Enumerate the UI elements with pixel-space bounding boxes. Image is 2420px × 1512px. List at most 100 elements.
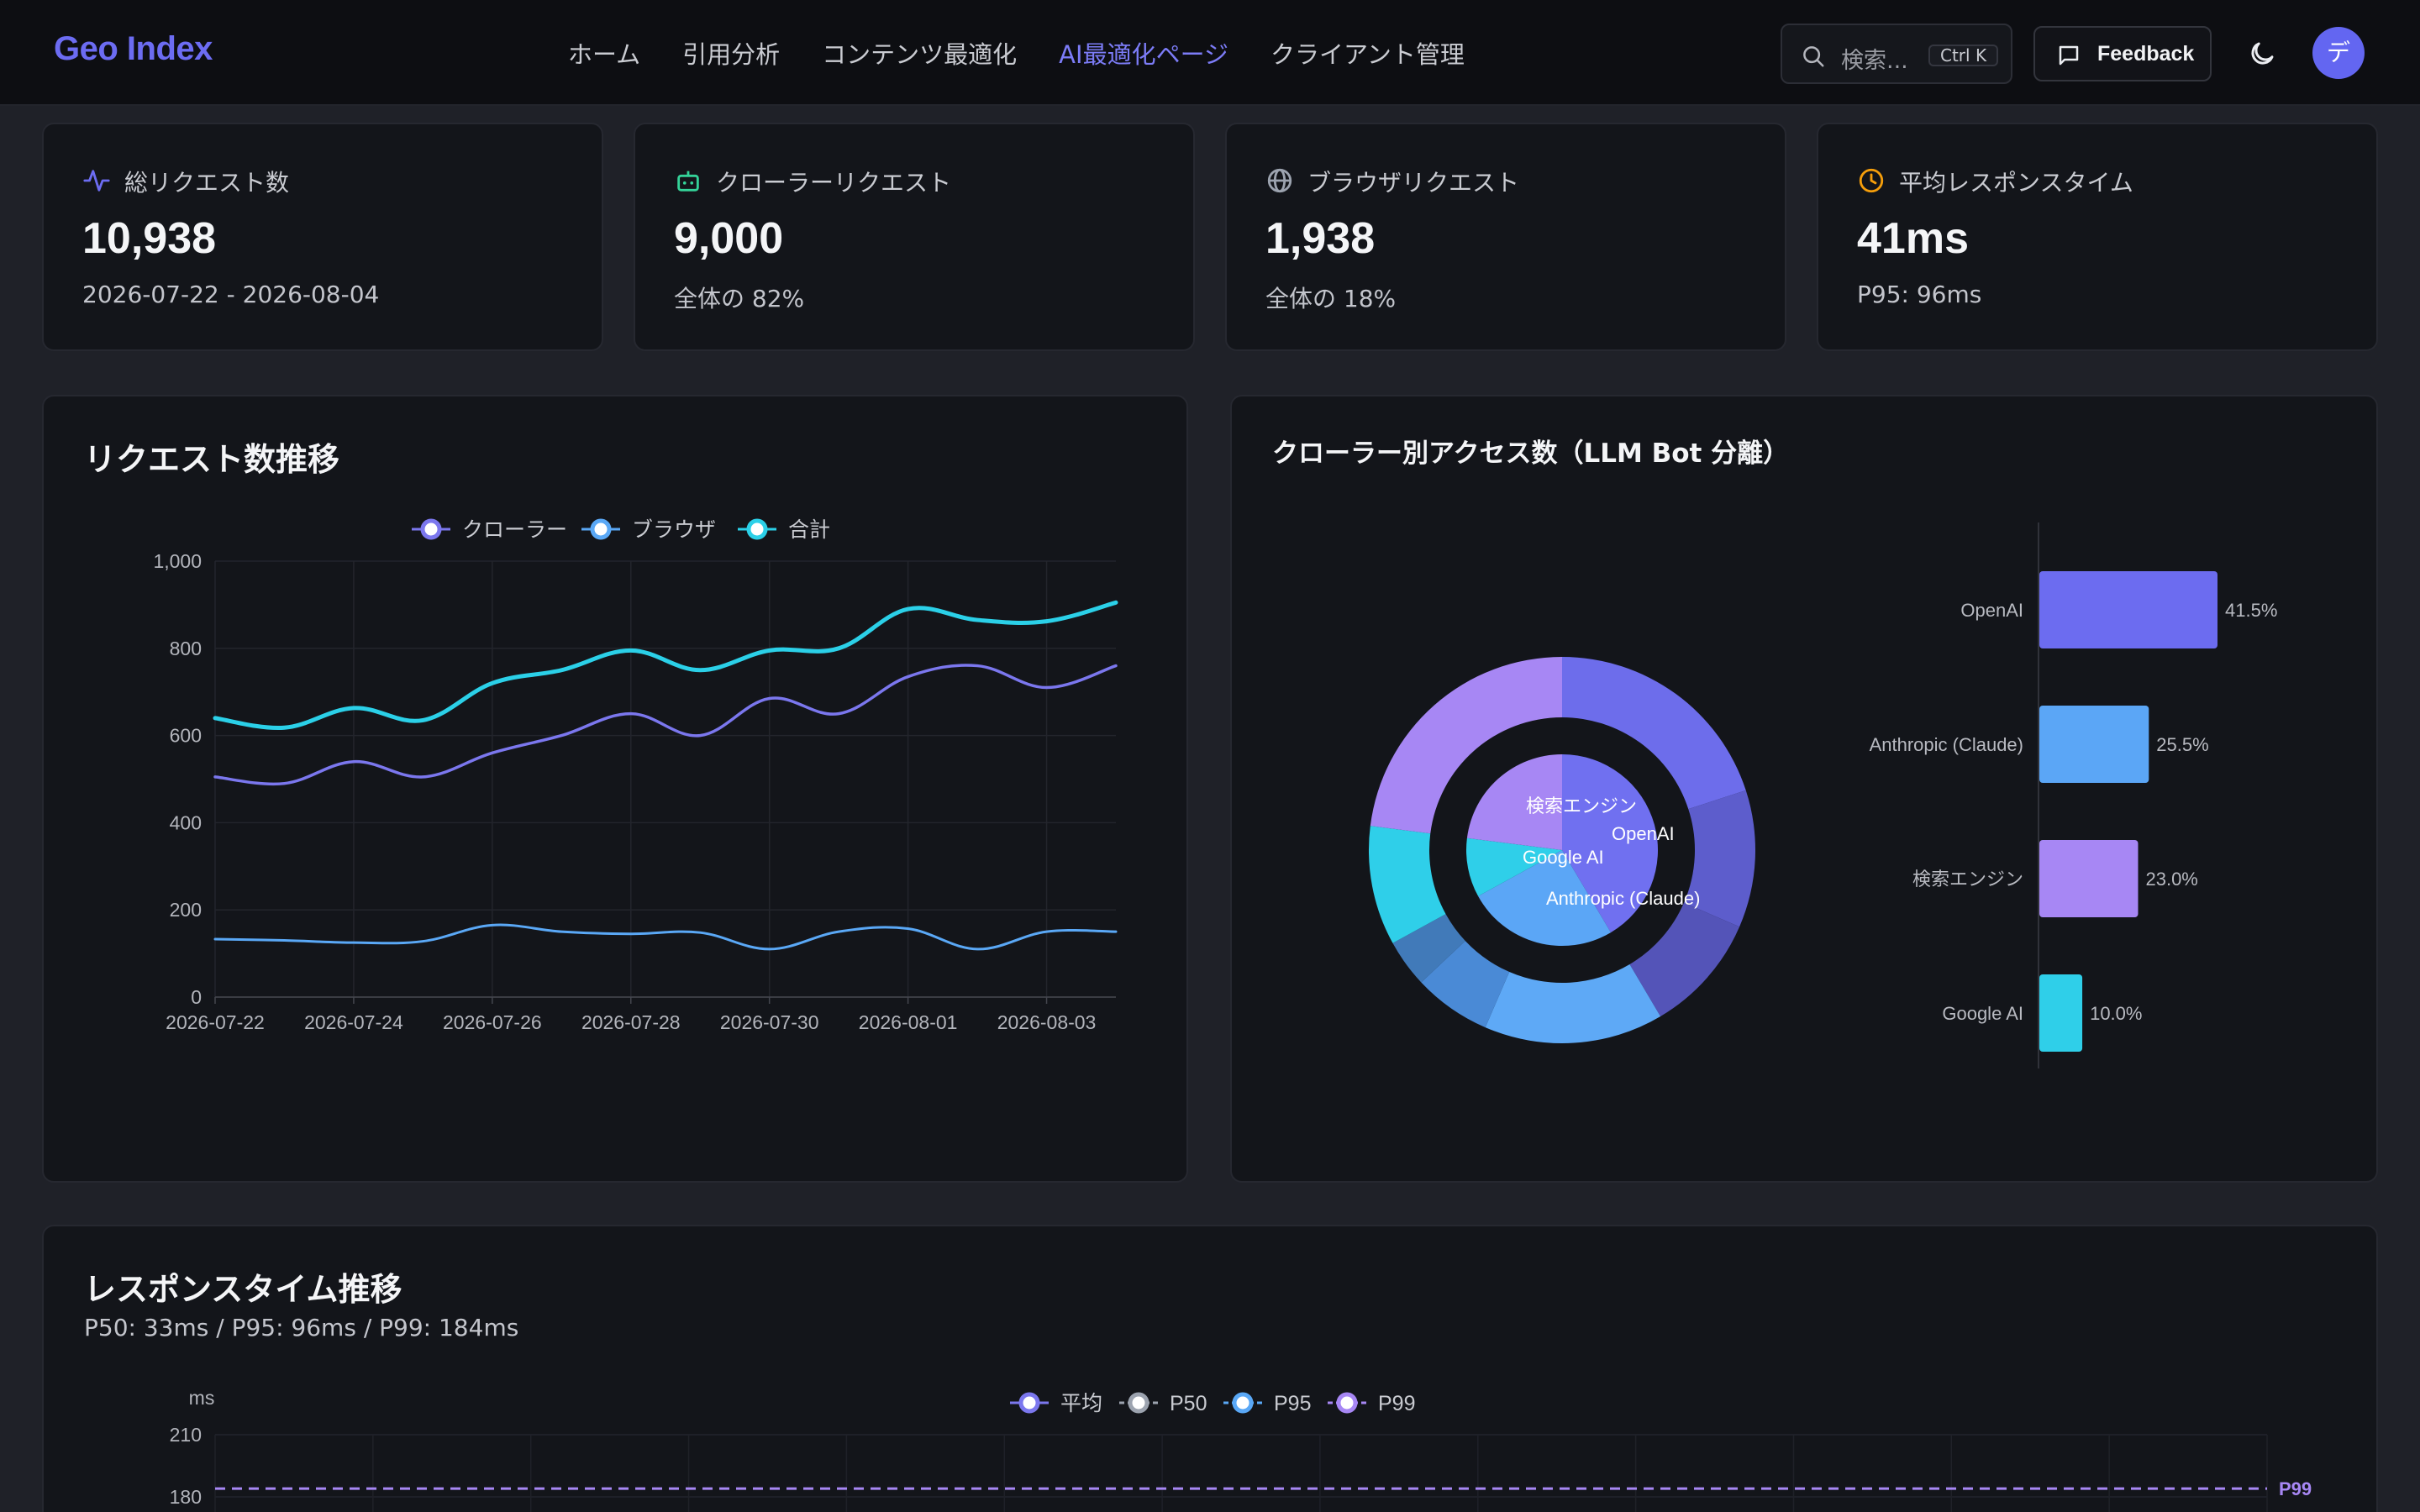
nav-item-ai-pages[interactable]: AI最適化ページ bbox=[1059, 40, 1228, 69]
legend-marker bbox=[1336, 1392, 1358, 1414]
legend-marker bbox=[1128, 1392, 1150, 1414]
bot-icon bbox=[677, 171, 699, 192]
bar-Google AI bbox=[2039, 974, 2083, 1052]
stat-card-browser-requests: ブラウザリクエスト 1,938 全体の 18% bbox=[1225, 123, 1786, 351]
y-tick-label: 200 bbox=[170, 899, 202, 921]
stat-subtext: 全体の 18% bbox=[1265, 285, 1397, 312]
pie-slice-OpenAI bbox=[1562, 754, 1658, 933]
x-tick-label: 2026-07-22 bbox=[166, 1011, 265, 1033]
stat-value: 9,000 bbox=[674, 214, 784, 263]
panel-title: クローラー別アクセス数（LLM Bot 分離） bbox=[1272, 438, 1790, 469]
globe-icon bbox=[1267, 168, 1292, 193]
stat-card-avg-response: 平均レスポンスタイム 41ms P95: 96ms bbox=[1817, 123, 2378, 351]
legend-label: P99 bbox=[1378, 1392, 1415, 1415]
bar-value-label: 41.5% bbox=[2225, 600, 2277, 621]
outer-ring-segment bbox=[1369, 826, 1446, 943]
message-square-icon bbox=[2059, 45, 2079, 66]
outer-ring-segment bbox=[1562, 657, 1746, 810]
x-tick-label: 2026-07-26 bbox=[443, 1011, 542, 1033]
panel-title: リクエスト数推移 bbox=[84, 441, 340, 478]
stat-label: 平均レスポンスタイム bbox=[1899, 169, 2133, 197]
stat-subtext: P95: 96ms bbox=[1857, 281, 1982, 308]
bar-category-label: Anthropic (Claude) bbox=[1870, 734, 2023, 755]
activity-icon bbox=[83, 170, 110, 192]
series-line-クローラー bbox=[213, 664, 1118, 786]
legend-item: P99 bbox=[1328, 1392, 1415, 1415]
bar-value-label: 25.5% bbox=[2156, 734, 2208, 755]
stat-card-total-requests: 総リクエスト数 10,938 2026-07-22 - 2026-08-04 bbox=[42, 123, 603, 351]
series-line-ブラウザ bbox=[213, 923, 1118, 951]
y-tick-label: 600 bbox=[170, 725, 202, 747]
requests-trend-panel: リクエスト数推移 0 200 400 600 800 1,000 2026-07-22 202… bbox=[42, 395, 1188, 1183]
bar-category-label: 検索エンジン bbox=[1912, 869, 2023, 890]
outer-ring-segment bbox=[1629, 902, 1740, 1016]
x-tick-label: 2026-08-01 bbox=[859, 1011, 958, 1033]
legend-item: 平均 bbox=[1010, 1392, 1102, 1415]
legend-item: P95 bbox=[1223, 1392, 1311, 1415]
y-tick-label: 210 bbox=[170, 1424, 202, 1446]
crawler-breakdown-panel: クローラー別アクセス数（LLM Bot 分離） OpenAI Anthropic … bbox=[1230, 395, 2378, 1183]
nav-item-clients[interactable]: クライアント管理 bbox=[1270, 40, 1465, 69]
brand-logo[interactable]: Geo Index bbox=[54, 30, 213, 67]
stat-subtext: 2026-07-22 - 2026-08-04 bbox=[82, 281, 380, 308]
p99-line-label: P99 bbox=[2279, 1478, 2312, 1499]
search-icon bbox=[1803, 46, 1824, 67]
bar-value-label: 10.0% bbox=[2090, 1003, 2142, 1024]
stat-value: 1,938 bbox=[1265, 214, 1376, 263]
moon-icon[interactable] bbox=[2247, 39, 2277, 69]
pie-label: OpenAI bbox=[1612, 823, 1675, 844]
series-line-合計 bbox=[213, 600, 1118, 731]
response-time-chart: ms 180 210 P99 平均 P50 P95 P99 bbox=[170, 1387, 2312, 1512]
outer-ring-segment bbox=[1392, 914, 1465, 983]
nav-item-citation[interactable]: 引用分析 bbox=[682, 40, 781, 69]
legend-label: クローラー bbox=[462, 518, 567, 542]
y-tick-label: 400 bbox=[170, 811, 202, 833]
feedback-button[interactable]: Feedback bbox=[2033, 26, 2212, 81]
legend-item: P50 bbox=[1119, 1392, 1207, 1415]
bar-OpenAI bbox=[2039, 571, 2217, 648]
y-tick-label: 0 bbox=[191, 986, 202, 1008]
response-time-panel: レスポンスタイム推移 P50: 33ms / P95: 96ms / P99: … bbox=[42, 1225, 2378, 1512]
search-box[interactable]: 検索... Ctrl K bbox=[1781, 24, 2012, 84]
legend-item: クローラー bbox=[412, 518, 567, 542]
legend-marker bbox=[1018, 1392, 1040, 1414]
clock-icon bbox=[1859, 168, 1884, 193]
outer-ring-segment bbox=[1485, 963, 1661, 1043]
y-tick-label: 800 bbox=[170, 638, 202, 659]
stat-label: ブラウザリクエスト bbox=[1307, 169, 1520, 197]
bar-Anthropic (Claude) bbox=[2039, 706, 2149, 783]
percentile-summary: P50: 33ms / P95: 96ms / P99: 184ms bbox=[84, 1314, 519, 1341]
pie-label: 検索エンジン bbox=[1526, 795, 1637, 816]
requests-line-chart: 0 200 400 600 800 1,000 2026-07-22 2026-07-24 20… bbox=[153, 518, 1118, 1033]
pie-label: Anthropic (Claude) bbox=[1546, 888, 1700, 909]
panel-title: レスポンスタイム推移 bbox=[84, 1271, 402, 1308]
pie-slice-検索エンジン bbox=[1466, 754, 1562, 850]
search-placeholder: 検索... bbox=[1841, 48, 1908, 74]
crawler-donut-chart: OpenAI Anthropic (Claude) Google AI 検索エンジン O… bbox=[1369, 522, 2277, 1068]
stat-subtext: 全体の 82% bbox=[674, 285, 805, 312]
stat-value: 41ms bbox=[1857, 214, 1969, 263]
outer-ring-segment bbox=[1421, 941, 1510, 1028]
stat-value: 10,938 bbox=[82, 214, 217, 263]
outer-ring-segment bbox=[1370, 657, 1562, 834]
pie-slice-Anthropic (Claude) bbox=[1478, 850, 1612, 946]
y-tick-label: 180 bbox=[170, 1486, 202, 1508]
stat-label: 総リクエスト数 bbox=[124, 169, 290, 197]
x-tick-label: 2026-07-30 bbox=[720, 1011, 819, 1033]
y-axis-unit-label: ms bbox=[189, 1387, 215, 1409]
main-nav: ホーム 引用分析 コンテンツ最適化 AI最適化ページ クライアント管理 bbox=[568, 35, 1465, 71]
pie-label: Google AI bbox=[1523, 847, 1604, 868]
bar-検索エンジン bbox=[2039, 840, 2139, 917]
legend-label: ブラウザ bbox=[632, 518, 716, 542]
legend-item: ブラウザ bbox=[581, 518, 716, 542]
stat-card-crawler-requests: クローラーリクエスト 9,000 全体の 82% bbox=[634, 123, 1195, 351]
bar-category-label: Google AI bbox=[1942, 1003, 2023, 1024]
x-tick-label: 2026-07-28 bbox=[581, 1011, 681, 1033]
nav-item-content[interactable]: コンテンツ最適化 bbox=[822, 40, 1018, 69]
legend-marker bbox=[590, 518, 612, 540]
user-avatar[interactable]: デ bbox=[2312, 27, 2365, 79]
x-tick-label: 2026-08-03 bbox=[997, 1011, 1097, 1033]
nav-item-home[interactable]: ホーム bbox=[568, 40, 641, 69]
legend-marker bbox=[1232, 1392, 1254, 1414]
feedback-label: Feedback bbox=[2097, 42, 2195, 66]
